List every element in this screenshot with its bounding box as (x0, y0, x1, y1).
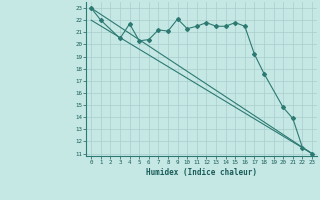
X-axis label: Humidex (Indice chaleur): Humidex (Indice chaleur) (146, 168, 257, 177)
